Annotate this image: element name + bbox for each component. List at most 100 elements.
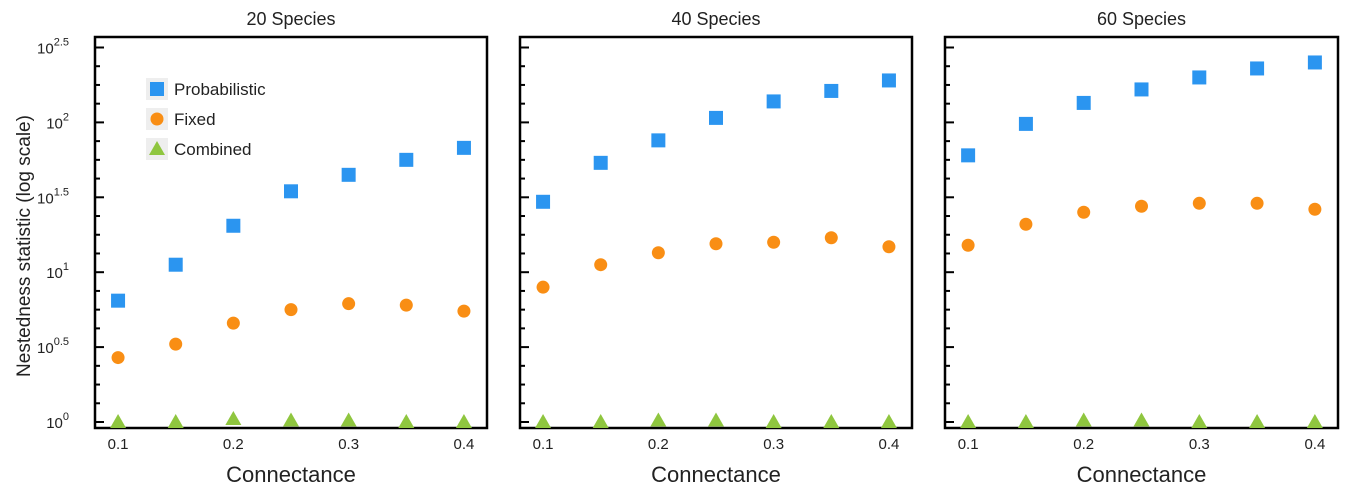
legend-entry-probabilistic: Probabilistic (146, 78, 266, 100)
plot-frame (93, 35, 489, 430)
data-point-combined (1017, 414, 1034, 429)
x-axis-label: Connectance (1077, 462, 1207, 487)
data-point-combined (225, 411, 242, 426)
data-point-combined (455, 414, 472, 429)
data-point-fixed (284, 303, 298, 317)
x-tick-label: 0.1 (108, 436, 129, 453)
panel-title: 20 Species (246, 9, 335, 29)
data-point-probabilistic (284, 184, 298, 199)
data-point-combined (535, 414, 552, 429)
data-point-fixed (1135, 199, 1148, 213)
data-point-fixed (1192, 196, 1206, 210)
data-point-fixed (651, 246, 665, 260)
data-point-probabilistic (1134, 82, 1149, 97)
data-point-fixed (342, 297, 356, 311)
data-point-fixed (1077, 205, 1091, 219)
y-tick-label: 100 (46, 411, 69, 432)
plot-frame (518, 35, 914, 430)
data-point-combined (1075, 412, 1092, 427)
data-point-fixed (1019, 217, 1033, 231)
data-point-probabilistic (766, 94, 781, 109)
data-point-combined (823, 414, 840, 429)
legend-entry-fixed: Fixed (146, 108, 216, 130)
data-point-fixed (709, 237, 723, 251)
data-point-probabilistic (1192, 70, 1207, 85)
panel-3: 60 Species 0.1 0.2 0.3 0.4 Connectance (943, 9, 1340, 487)
data-point-fixed (399, 298, 413, 312)
data-point-combined (1133, 412, 1150, 427)
x-tick-label: 0.4 (454, 436, 475, 453)
data-point-probabilistic (1307, 55, 1322, 70)
x-axis-label: Connectance (651, 462, 781, 487)
x-tick-label: 0.2 (1073, 436, 1094, 453)
data-point-probabilistic (168, 257, 183, 272)
data-point-probabilistic (1076, 95, 1091, 110)
panel-2: 40 Species 0.1 0.2 0.3 0.4 Connectance (518, 9, 914, 487)
data-point-fixed (536, 280, 550, 294)
y-axis-label: Nestedness statistic (log scale) (14, 115, 35, 377)
data-point-probabilistic (456, 140, 471, 155)
panels: 20 Species 100 100.5 101 101.5 102 102.5 0.1 0.2… (37, 9, 1340, 487)
data-point-combined (592, 414, 609, 429)
data-point-combined (880, 414, 897, 429)
data-point-combined (1249, 414, 1266, 429)
panel-title: 60 Species (1097, 9, 1186, 29)
data-point-probabilistic (111, 293, 126, 308)
data-point-fixed (594, 258, 608, 272)
data-point-combined (167, 414, 184, 429)
x-tick-label: 0.2 (648, 436, 669, 453)
legend-marker-fixed (150, 112, 164, 126)
data-point-combined (1191, 414, 1208, 429)
data-point-fixed (882, 240, 896, 254)
x-tick-label: 0.3 (763, 436, 784, 453)
data-point-combined (110, 414, 127, 429)
series-probabilistic (111, 140, 471, 308)
data-point-combined (765, 414, 782, 429)
x-tick-label: 0.4 (879, 436, 900, 453)
x-tick-label: 0.3 (338, 436, 359, 453)
series-probabilistic (536, 73, 896, 209)
legend-label: Combined (174, 140, 252, 159)
data-point-probabilistic (881, 73, 896, 88)
series-combined (535, 412, 897, 429)
x-tick-label: 0.1 (958, 436, 979, 453)
data-point-fixed (1308, 202, 1322, 216)
series-fixed (961, 196, 1322, 252)
plot-frame (943, 35, 1340, 430)
data-point-probabilistic (651, 133, 666, 148)
panel-title: 40 Species (671, 9, 760, 29)
y-tick-label: 101.5 (37, 186, 69, 207)
data-point-fixed (824, 231, 838, 245)
data-point-probabilistic (1250, 61, 1265, 76)
y-tick-label: 101 (46, 261, 69, 282)
data-point-probabilistic (1018, 116, 1033, 131)
series-fixed (536, 231, 896, 294)
data-point-fixed (169, 337, 183, 351)
series-combined (960, 412, 1323, 429)
data-point-fixed (226, 316, 240, 330)
legend-entry-combined: Combined (146, 138, 252, 160)
x-tick-label: 0.4 (1304, 436, 1325, 453)
panel-1: 20 Species 100 100.5 101 101.5 102 102.5 0.1 0.2… (37, 9, 489, 487)
data-point-probabilistic (824, 83, 839, 98)
x-tick-label: 0.1 (533, 436, 554, 453)
data-point-combined (708, 412, 724, 427)
data-point-combined (650, 412, 667, 427)
series-fixed (111, 297, 471, 365)
data-point-combined (1306, 414, 1323, 429)
y-tick-label: 102.5 (37, 36, 69, 57)
series-probabilistic (961, 55, 1322, 163)
x-tick-label: 0.2 (223, 436, 244, 453)
data-point-probabilistic (961, 148, 976, 163)
data-point-combined (340, 412, 357, 427)
legend-label: Probabilistic (174, 80, 266, 99)
data-point-fixed (111, 351, 125, 365)
data-point-probabilistic (593, 155, 608, 170)
y-tick-label: 100.5 (37, 336, 69, 357)
x-axis-label: Connectance (226, 462, 356, 487)
data-point-combined (398, 414, 415, 429)
legend-marker-combined (149, 141, 165, 155)
data-point-combined (283, 412, 299, 427)
data-point-probabilistic (226, 218, 241, 233)
